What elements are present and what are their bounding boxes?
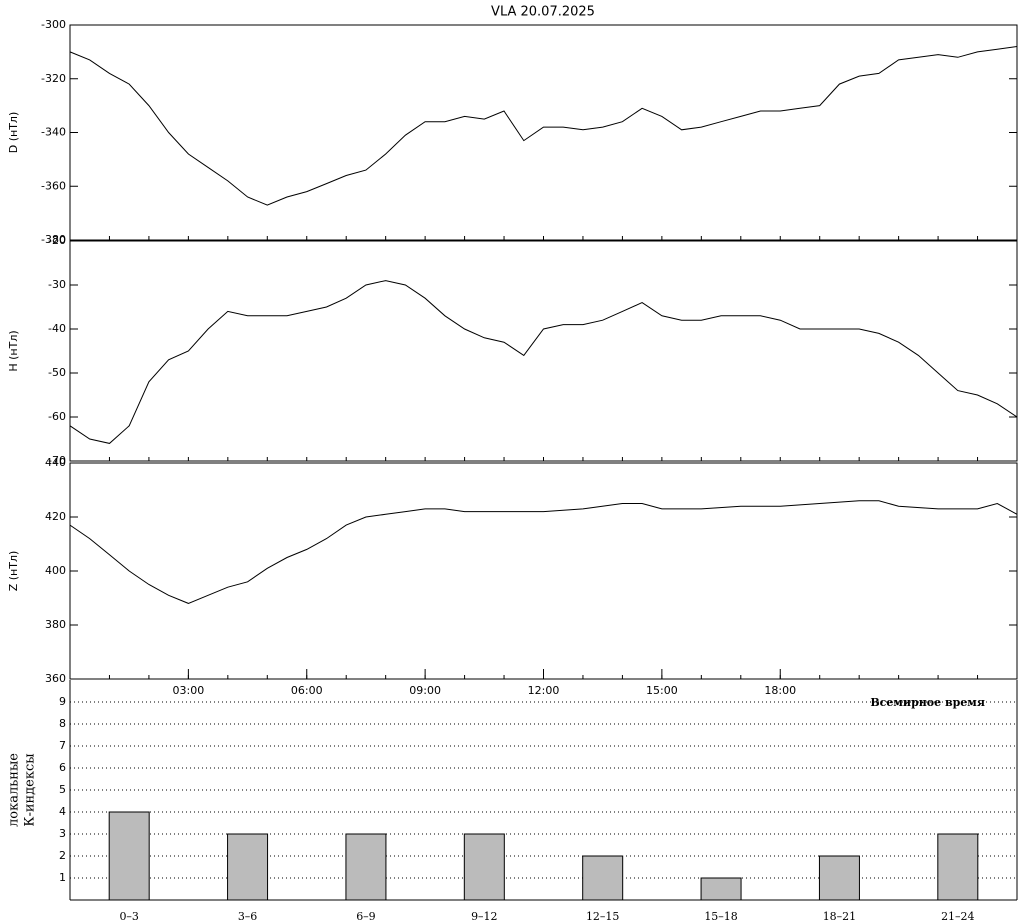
x-tick-label: 9–12 <box>471 910 498 921</box>
y-tick-label: 4 <box>59 805 66 818</box>
x-tick-label: 18–21 <box>823 910 857 921</box>
bar <box>700 877 742 901</box>
x-tick-label: 12–15 <box>586 910 620 921</box>
chart-title: VLA 20.07.2025 <box>491 5 595 20</box>
bar <box>227 833 269 901</box>
y-tick-label: 2 <box>59 849 66 862</box>
bar <box>818 855 860 901</box>
y-tick-label: -50 <box>48 366 66 379</box>
bar <box>108 811 150 901</box>
y-tick-label: -40 <box>48 322 66 335</box>
y-tick-label: -300 <box>41 18 66 31</box>
y-tick-label: 8 <box>59 717 66 730</box>
x-tick-label: 15–18 <box>704 910 738 921</box>
y-axis-label: локальные <box>7 753 22 827</box>
y-tick-label: 400 <box>45 564 66 577</box>
x-tick-label: 21–24 <box>941 910 975 921</box>
bar <box>582 855 624 901</box>
y-axis-label: К-индексы <box>23 753 38 826</box>
x-tick-label: 06:00 <box>291 684 323 697</box>
y-axis-label: D (нТл) <box>7 112 20 154</box>
y-tick-label: -340 <box>41 126 66 139</box>
x-tick-label: 03:00 <box>173 684 205 697</box>
y-tick-label: -360 <box>41 179 66 192</box>
bar <box>345 833 387 901</box>
y-tick-label: 3 <box>59 827 66 840</box>
x-tick-label: 12:00 <box>528 684 560 697</box>
y-axis-label: H (нТл) <box>7 330 20 371</box>
x-tick-label: 18:00 <box>764 684 796 697</box>
data-line <box>69 280 1018 444</box>
data-line <box>69 46 1018 206</box>
x-tick-label: 3–6 <box>238 910 258 921</box>
x-tick-label: 6–9 <box>356 910 376 921</box>
y-tick-label: 9 <box>59 695 66 708</box>
y-tick-label: 7 <box>59 739 66 752</box>
y-axis-label: Z (нТл) <box>7 551 20 592</box>
bar <box>937 833 979 901</box>
x-tick-label: 15:00 <box>646 684 678 697</box>
x-tick-label: 0–3 <box>119 910 139 921</box>
y-tick-label: 380 <box>45 618 66 631</box>
plot-frame <box>69 24 1018 241</box>
y-tick-label: -60 <box>48 410 66 423</box>
y-tick-label: -380 <box>41 233 66 246</box>
plot-frame <box>69 240 1018 462</box>
y-tick-label: 6 <box>59 761 66 774</box>
y-tick-label: 440 <box>45 456 66 469</box>
y-tick-label: -70 <box>48 454 66 467</box>
y-tick-label: 360 <box>45 672 66 685</box>
x-tick-label: 09:00 <box>409 684 441 697</box>
y-tick-label: -20 <box>48 234 66 247</box>
data-line <box>69 500 1018 604</box>
y-tick-label: -30 <box>48 278 66 291</box>
y-tick-label: -320 <box>41 72 66 85</box>
y-tick-label: 420 <box>45 510 66 523</box>
x-axis-label: Всемирное время <box>870 696 985 709</box>
plot-frame <box>69 462 1018 680</box>
y-tick-label: 5 <box>59 783 66 796</box>
bar <box>463 833 505 901</box>
y-tick-label: 1 <box>59 871 66 884</box>
